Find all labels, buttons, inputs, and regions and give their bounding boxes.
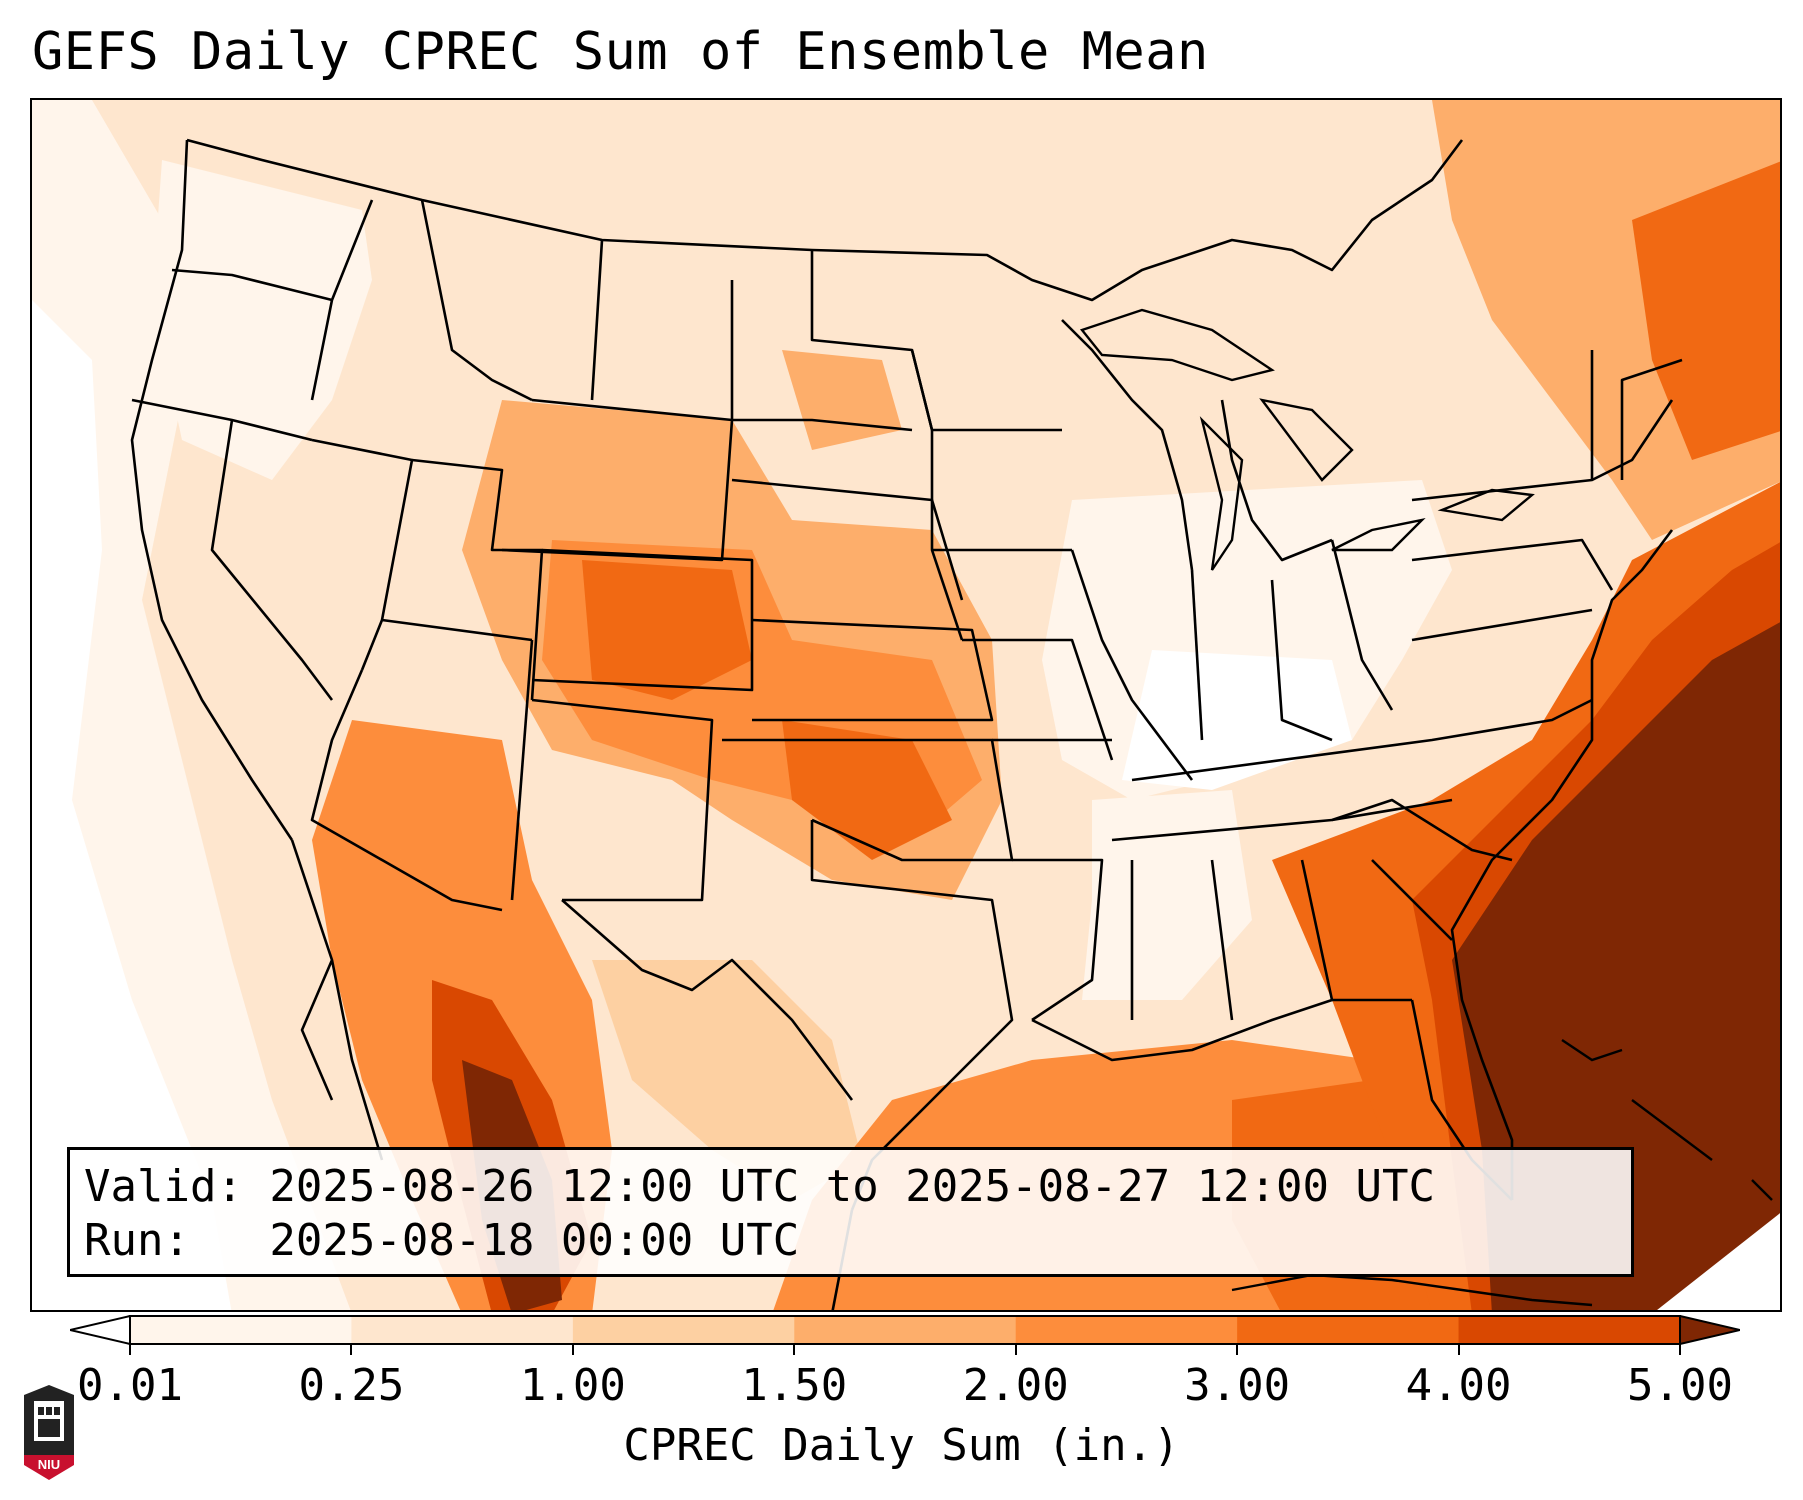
colorbar-tick-mark xyxy=(793,1345,796,1355)
precip-texas xyxy=(592,960,862,1200)
colorbar-segment xyxy=(572,1316,795,1344)
valid-time-text: Valid: 2025-08-26 12:00 UTC to 2025-08-2… xyxy=(84,1161,1436,1212)
colorbar-tick-mark xyxy=(129,1345,131,1355)
colorbar-tick-label: 0.01 xyxy=(77,1360,183,1411)
colorbar-tick-mark xyxy=(350,1345,353,1355)
great-lakes xyxy=(1079,308,1535,571)
colorbar-segment xyxy=(1015,1316,1238,1344)
colorbar-label: CPREC Daily Sum (in.) xyxy=(623,1420,1180,1471)
colorbar-tick-label: 0.25 xyxy=(298,1360,405,1411)
colorbar-tick-mark xyxy=(1014,1345,1017,1355)
state-boundaries xyxy=(130,138,1683,1310)
colorbar-tick-label: 3.00 xyxy=(1184,1360,1291,1411)
colorbar-tick-label: 2.00 xyxy=(962,1360,1069,1411)
valid-time-box: Valid: 2025-08-26 12:00 UTC to 2025-08-2… xyxy=(67,1147,1634,1277)
colorbar xyxy=(70,1315,1740,1345)
caribbean-islands xyxy=(1231,1039,1773,1307)
precip-maritimes xyxy=(1632,161,1780,460)
run-time-text: Run: 2025-08-18 00:00 UTC xyxy=(84,1215,800,1266)
colorbar-tick-label: 1.50 xyxy=(741,1360,848,1411)
colorbar-segment xyxy=(794,1316,1017,1344)
colorbar-tick-label: 5.00 xyxy=(1627,1360,1733,1411)
precip-none-pacific xyxy=(32,300,232,1310)
logo-text: NIU xyxy=(38,1457,60,1472)
precip-low-deep-south xyxy=(1082,790,1252,1000)
colorbar-tick-mark xyxy=(571,1345,574,1355)
colorbar-tick-mark xyxy=(1679,1345,1681,1355)
map-title: GEFS Daily CPREC Sum of Ensemble Mean xyxy=(32,22,1209,82)
precip-low-northwest xyxy=(152,160,372,480)
colorbar-segment xyxy=(1458,1316,1681,1344)
precip-map xyxy=(30,98,1782,1312)
colorbar-tick-mark xyxy=(1457,1345,1460,1355)
precip-oklahoma-core xyxy=(782,720,952,860)
colorbar-extend-low xyxy=(70,1315,131,1345)
colorbar-tick-label: 4.00 xyxy=(1405,1360,1512,1411)
niu-logo: NIU xyxy=(24,1385,74,1480)
precip-none-tennessee xyxy=(1122,650,1352,790)
colorbar-border xyxy=(129,1315,1681,1345)
colorbar-extend-high xyxy=(1679,1315,1740,1345)
colorbar-segment xyxy=(130,1316,352,1344)
precip-colorado-core xyxy=(582,560,752,700)
colorbar-segment xyxy=(1237,1316,1460,1344)
projection-edge xyxy=(1657,1213,1780,1310)
colorbar-tick-mark xyxy=(1236,1345,1239,1355)
precip-atlantic-core xyxy=(1452,622,1780,1310)
colorbar-segment xyxy=(351,1316,574,1344)
colorbar-tick-label: 1.00 xyxy=(519,1360,626,1411)
